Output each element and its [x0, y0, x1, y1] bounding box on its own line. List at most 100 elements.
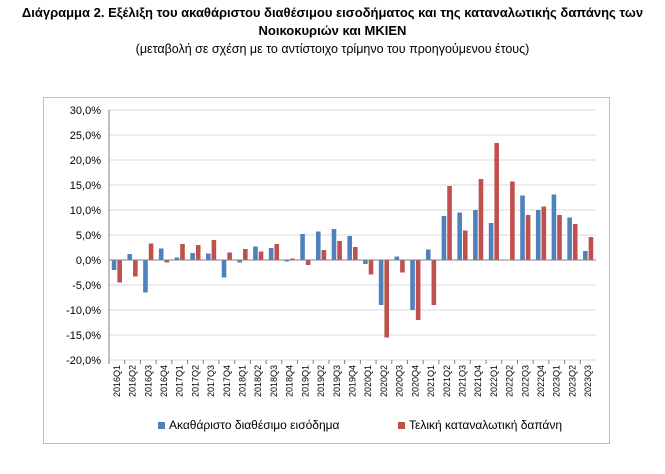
bar-consumption-2020Q2	[384, 260, 390, 338]
x-tick-label: 2018Q4	[285, 365, 295, 397]
chart-title-line2: Νοικοκυριών και ΜΚΙΕΝ	[258, 23, 407, 38]
bar-income-2016Q4	[158, 248, 164, 260]
y-axis-tick-labels: -20,0% -15,0% -10,0% -5,0% 0,0% 5,0% 10,0% 15,0…	[66, 105, 101, 367]
legend-item-series1: Ακαθάριστο διαθέσιμο εισόδημα	[158, 418, 339, 432]
bar-consumption-2023Q2	[572, 224, 578, 260]
y-tick-label: 20,0%	[70, 155, 101, 167]
x-tick-label: 2018Q1	[238, 365, 248, 397]
bar-consumption-2018Q2	[258, 251, 264, 260]
y-tick-label: 15,0%	[70, 180, 101, 192]
x-tick-label: 2019Q3	[332, 365, 342, 397]
bar-income-2020Q1	[363, 260, 368, 264]
bar-income-2020Q2	[378, 260, 384, 305]
x-tick-label: 2019Q2	[316, 365, 326, 397]
bar-income-2019Q3	[331, 229, 337, 260]
x-tick-label: 2016Q3	[143, 365, 153, 397]
x-tick-label: 2020Q2	[379, 365, 389, 397]
chart-frame	[43, 97, 610, 444]
y-tick-label: 10,0%	[70, 205, 101, 217]
legend-swatch-blue	[158, 421, 165, 429]
bar-income-2018Q4	[284, 260, 290, 262]
x-tick-label: 2019Q4	[348, 365, 358, 397]
x-tick-label: 2022Q4	[536, 365, 546, 397]
bar-income-2016Q3	[143, 260, 148, 293]
x-tick-label: 2017Q1	[175, 365, 185, 397]
bar-income-2023Q3	[583, 251, 588, 260]
bar-income-2021Q1	[425, 249, 431, 260]
bar-consumption-2016Q2	[133, 260, 138, 277]
legend-swatch-red	[398, 421, 405, 429]
x-tick-label: 2017Q2	[190, 365, 200, 397]
x-tick-label: 2023Q1	[552, 365, 562, 397]
axes	[108, 110, 596, 364]
bar-consumption-2017Q4	[227, 252, 232, 260]
y-tick-label: 30,0%	[70, 105, 101, 117]
y-tick-label: -5,0%	[72, 280, 101, 292]
bars	[111, 143, 594, 338]
x-tick-label: 2016Q1	[112, 365, 122, 397]
bar-income-2021Q2	[441, 216, 447, 260]
x-tick-label: 2020Q4	[410, 365, 420, 397]
bar-consumption-2021Q1	[431, 260, 437, 305]
bar-income-2022Q1	[488, 223, 494, 260]
bar-consumption-2019Q1	[305, 260, 311, 265]
bar-income-2021Q3	[457, 212, 462, 260]
bar-income-2017Q1	[174, 257, 180, 260]
bar-income-2017Q3	[206, 253, 211, 260]
bar-consumption-2016Q4	[164, 260, 170, 263]
bar-consumption-2019Q4	[353, 247, 358, 260]
bar-income-2019Q2	[315, 231, 321, 260]
bar-consumption-2021Q3	[462, 230, 468, 260]
bar-consumption-2022Q3	[525, 215, 531, 260]
bar-consumption-2019Q3	[337, 241, 342, 260]
bar-income-2017Q2	[190, 253, 195, 260]
bar-income-2017Q4	[221, 260, 227, 278]
bar-income-2019Q1	[300, 234, 305, 260]
x-tick-label: 2021Q1	[426, 365, 436, 397]
bar-consumption-2018Q4	[290, 258, 295, 260]
bar-income-2022Q4	[535, 210, 541, 260]
bar-consumption-2019Q2	[321, 250, 327, 260]
bar-income-2020Q4	[410, 260, 415, 310]
legend-label-series2: Τελική καταναλωτική δαπάνη	[409, 418, 563, 432]
bar-consumption-2021Q2	[447, 186, 452, 260]
bar-income-2016Q2	[127, 254, 133, 260]
bar-consumption-2016Q1	[117, 260, 122, 283]
x-tick-label: 2017Q3	[206, 365, 216, 397]
legend-label-series1: Ακαθάριστο διαθέσιμο εισόδημα	[169, 418, 340, 432]
bar-income-2022Q3	[520, 195, 525, 260]
bar-income-2018Q1	[237, 260, 243, 263]
x-tick-label: 2020Q3	[395, 365, 405, 397]
bar-consumption-2022Q2	[510, 181, 515, 260]
bar-consumption-2022Q4	[541, 206, 547, 260]
bar-income-2023Q2	[567, 217, 572, 260]
x-tick-label: 2016Q4	[159, 365, 169, 397]
x-tick-label: 2019Q1	[300, 365, 310, 397]
bar-income-2016Q1	[111, 260, 117, 270]
bar-income-2018Q2	[253, 246, 258, 260]
x-tick-label: 2016Q2	[128, 365, 138, 397]
bar-consumption-2020Q1	[368, 260, 374, 275]
y-tick-label: -10,0%	[66, 305, 101, 317]
y-tick-label: 5,0%	[76, 230, 101, 242]
x-tick-label: 2018Q2	[253, 365, 263, 397]
legend-item-series2: Τελική καταναλωτική δαπάνη	[398, 418, 562, 432]
x-tick-label: 2020Q1	[363, 365, 373, 397]
bar-consumption-2016Q3	[148, 243, 154, 260]
bar-income-2020Q3	[394, 256, 400, 260]
x-tick-label: 2022Q1	[489, 365, 499, 397]
x-tick-label: 2023Q3	[583, 365, 593, 397]
bar-income-2018Q3	[268, 248, 274, 260]
bar-consumption-2018Q1	[243, 249, 248, 260]
y-tick-label: -20,0%	[66, 355, 101, 367]
chart-titles: Διάγραμμα 2. Εξέλιξη του ακαθάριστου δια…	[0, 4, 665, 58]
x-tick-label: 2018Q3	[269, 365, 279, 397]
x-tick-label: 2021Q2	[442, 365, 452, 397]
bar-income-2019Q4	[347, 236, 352, 260]
x-tick-label: 2017Q4	[222, 365, 232, 397]
bar-consumption-2023Q1	[557, 215, 562, 260]
bar-income-2021Q4	[473, 210, 478, 260]
bar-consumption-2017Q2	[195, 245, 201, 260]
chart-subtitle: (μεταβολή σε σχέση με το αντίστοιχο τρίμ…	[135, 42, 530, 56]
